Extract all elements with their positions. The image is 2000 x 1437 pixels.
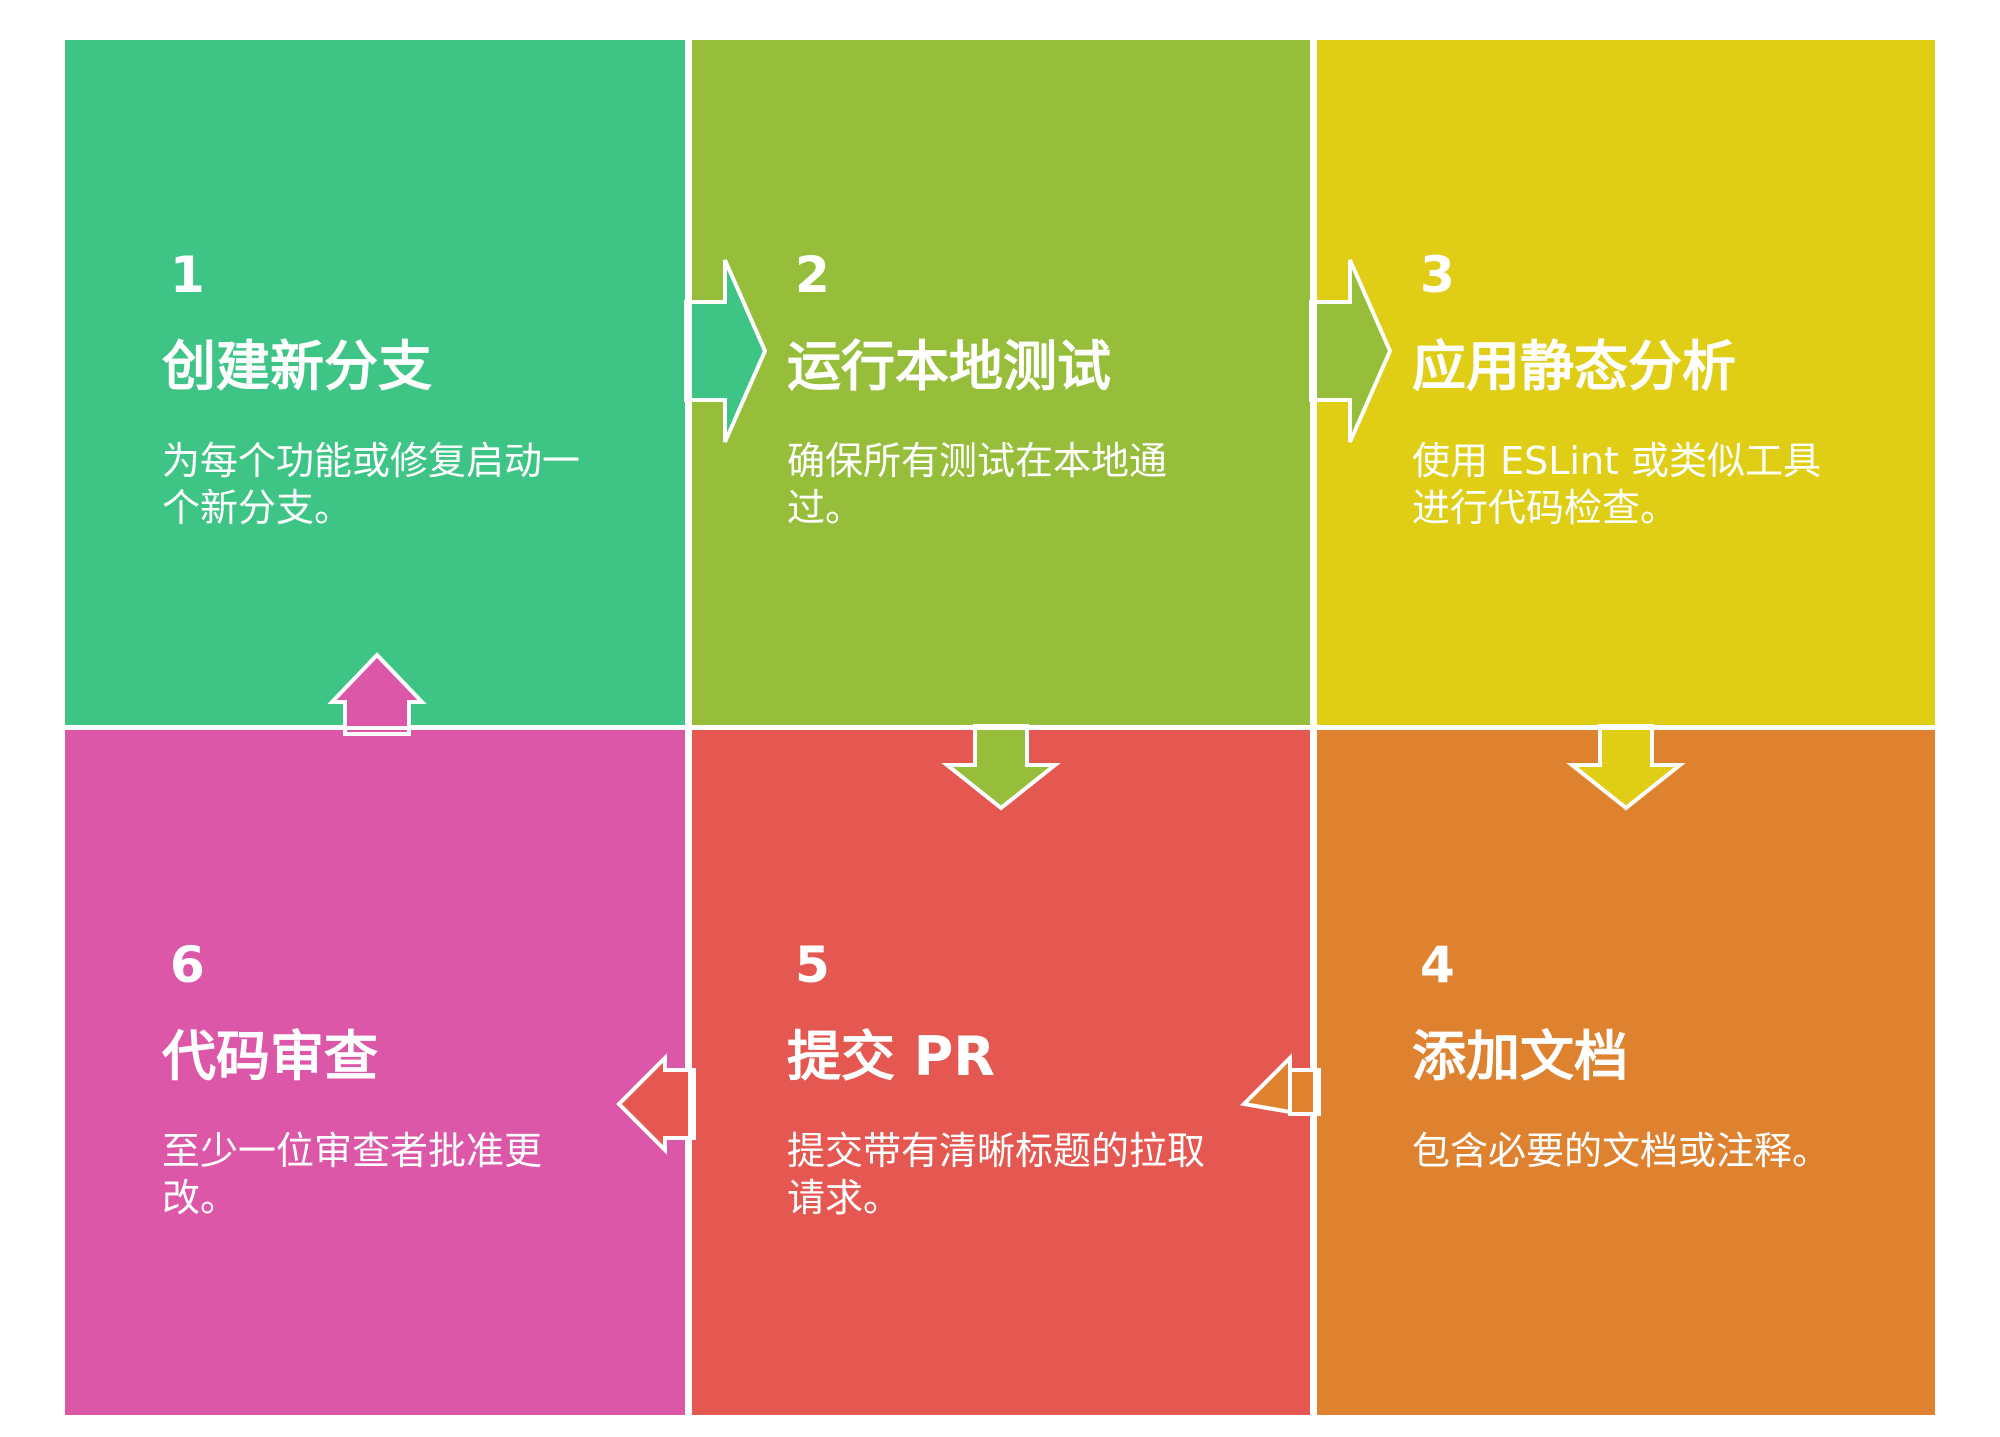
step-1-description: 为每个功能或修复启动一个新分支。 xyxy=(162,439,581,530)
step-6-number: 6 xyxy=(170,936,205,994)
step-4-tile: 4 添加文档 包含必要的文档或注释。 xyxy=(1315,730,1935,1415)
step-4-number: 4 xyxy=(1420,936,1455,994)
step-3-title: 应用静态分析 xyxy=(1412,335,1736,398)
step-5-description: 提交带有清晰标题的拉取请求。 xyxy=(787,1129,1206,1220)
step-3-number: 3 xyxy=(1420,246,1455,304)
step-2-tile: 2 运行本地测试 确保所有测试在本地通过。 xyxy=(690,40,1310,725)
step-4-title: 添加文档 xyxy=(1412,1025,1628,1088)
step-6-description: 至少一位审查者批准更改。 xyxy=(162,1129,543,1220)
step-1-number: 1 xyxy=(170,246,205,304)
step-2-number: 2 xyxy=(795,246,830,304)
step-3-description: 使用 ESLint 或类似工具进行代码检查。 xyxy=(1412,439,1822,530)
step-1-title: 创建新分支 xyxy=(162,335,432,398)
step-6-tile: 6 代码审查 至少一位审查者批准更改。 xyxy=(65,730,685,1415)
step-2-description: 确保所有测试在本地通过。 xyxy=(787,439,1168,530)
step-1-tile: 1 创建新分支 为每个功能或修复启动一个新分支。 xyxy=(65,40,685,725)
step-4-description: 包含必要的文档或注释。 xyxy=(1412,1129,1831,1173)
step-5-number: 5 xyxy=(795,936,830,994)
step-2-title: 运行本地测试 xyxy=(787,335,1111,398)
step-6-title: 代码审查 xyxy=(162,1025,378,1088)
step-5-title: 提交 PR xyxy=(787,1025,995,1088)
step-5-tile: 5 提交 PR 提交带有清晰标题的拉取请求。 xyxy=(690,730,1310,1415)
step-3-tile: 3 应用静态分析 使用 ESLint 或类似工具进行代码检查。 xyxy=(1315,40,1935,725)
